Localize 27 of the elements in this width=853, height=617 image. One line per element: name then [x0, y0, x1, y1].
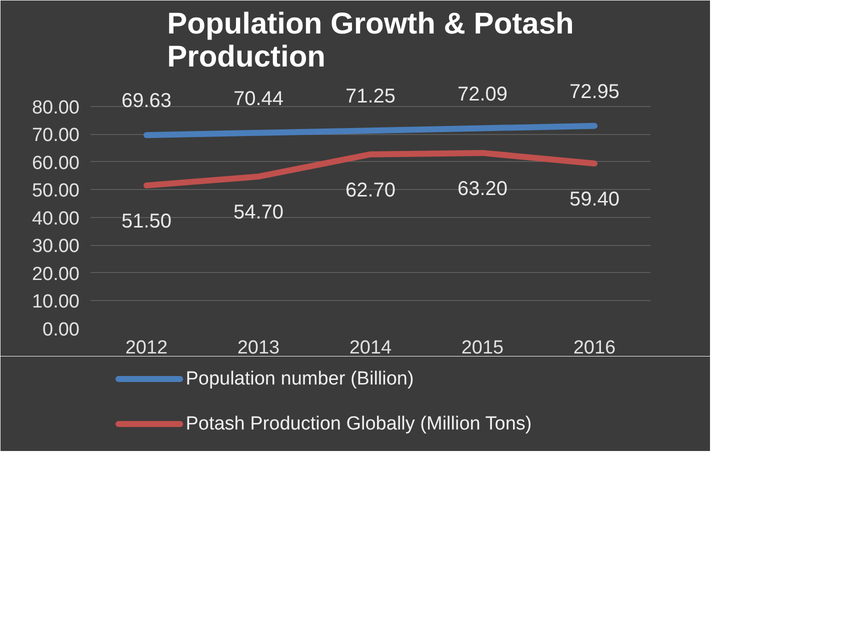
data-label: 51.50 — [121, 210, 172, 232]
legend-label: Population number (Billion) — [186, 368, 414, 390]
chart-title: Population Growth & Potash Production — [167, 8, 574, 74]
y-tick-label: 10.00 — [32, 292, 80, 313]
data-label: 71.25 — [345, 86, 396, 108]
y-tick-label: 30.00 — [32, 236, 80, 258]
x-tick-label: 2015 — [461, 338, 504, 358]
data-label: 63.20 — [457, 178, 508, 200]
data-label: 72.95 — [569, 80, 620, 103]
y-tick-label: 40.00 — [32, 208, 80, 230]
y-tick-label: 60.00 — [32, 152, 80, 174]
x-tick-label: 2012 — [125, 338, 168, 358]
data-label: 54.70 — [233, 202, 284, 224]
y-tick-label: 20.00 — [32, 264, 80, 285]
data-label: 70.44 — [233, 88, 284, 110]
data-label: 59.40 — [569, 188, 620, 210]
data-label: 69.63 — [121, 90, 172, 112]
y-tick-label: 50.00 — [32, 180, 80, 202]
legend-label: Potash Production Globally (Million Tons) — [186, 414, 532, 434]
x-tick-label: 2014 — [349, 338, 392, 358]
y-tick-label: 80.00 — [32, 97, 80, 118]
y-tick-label: 70.00 — [32, 125, 80, 146]
data-label: 62.70 — [345, 179, 396, 202]
x-tick-label: 2016 — [573, 338, 616, 358]
data-label: 72.09 — [457, 83, 508, 106]
y-tick-label: 0.00 — [42, 320, 80, 340]
x-tick-label: 2013 — [237, 338, 280, 358]
